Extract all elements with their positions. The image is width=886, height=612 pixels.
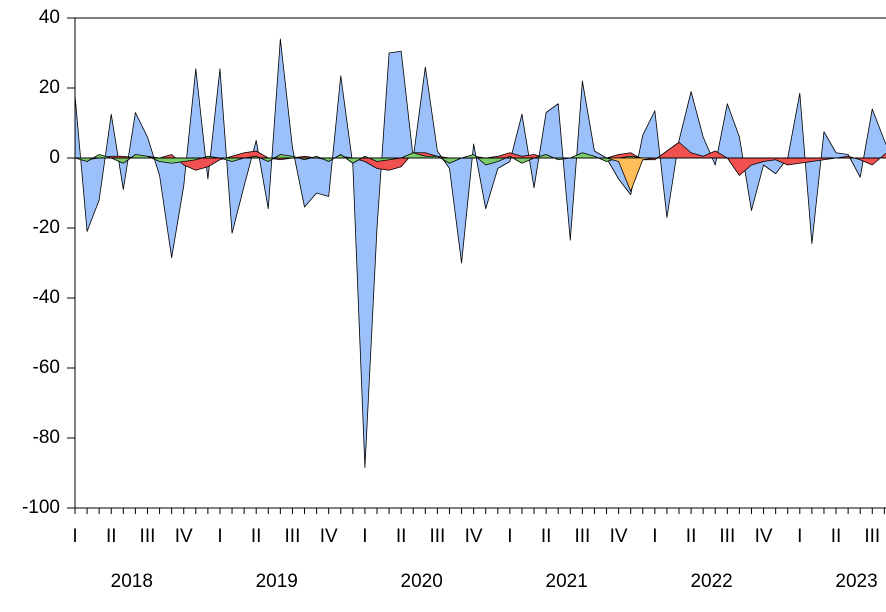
x-tick-label: IV	[610, 526, 628, 547]
x-tick-label: IV	[320, 526, 338, 547]
year-label: 2023	[835, 571, 877, 592]
x-tick-label: IV	[755, 526, 773, 547]
x-tick-label: II	[831, 526, 842, 547]
plot-area	[75, 38, 886, 469]
y-tick-label: -80	[33, 427, 60, 448]
area-series	[75, 157, 886, 192]
year-label: 2020	[401, 571, 443, 592]
x-tick-label: III	[285, 526, 301, 547]
x-tick-label: III	[574, 526, 590, 547]
x-tick-label: I	[507, 526, 512, 547]
x-tick-label: III	[140, 526, 156, 547]
x-tick-label: I	[72, 526, 77, 547]
y-tick-label: -100	[22, 497, 60, 518]
y-tick-label: -20	[33, 217, 60, 238]
x-tick-label: IV	[175, 526, 193, 547]
y-tick-label: -40	[33, 287, 60, 308]
x-tick-label: I	[797, 526, 802, 547]
x-tick-label: II	[251, 526, 262, 547]
y-tick-label: 40	[39, 7, 60, 28]
year-label: 2019	[256, 571, 298, 592]
x-tick-label: III	[429, 526, 445, 547]
year-label: 2021	[546, 571, 588, 592]
area-series	[75, 141, 886, 176]
x-tick-label: I	[217, 526, 222, 547]
x-tick-label: I	[362, 526, 367, 547]
year-label: 2018	[111, 571, 153, 592]
y-tick-label: 20	[39, 77, 60, 98]
x-tick-label: IV	[465, 526, 483, 547]
x-tick-label: II	[396, 526, 407, 547]
x-tick-label: I	[652, 526, 657, 547]
x-tick-label: III	[719, 526, 735, 547]
year-label: 2022	[690, 571, 732, 592]
y-tick-label: -60	[33, 357, 60, 378]
x-tick-label: II	[541, 526, 552, 547]
x-tick-label: II	[106, 526, 117, 547]
area-series	[75, 38, 886, 469]
y-tick-label: 0	[49, 147, 60, 168]
x-tick-label: II	[686, 526, 697, 547]
x-tick-label: III	[864, 526, 880, 547]
